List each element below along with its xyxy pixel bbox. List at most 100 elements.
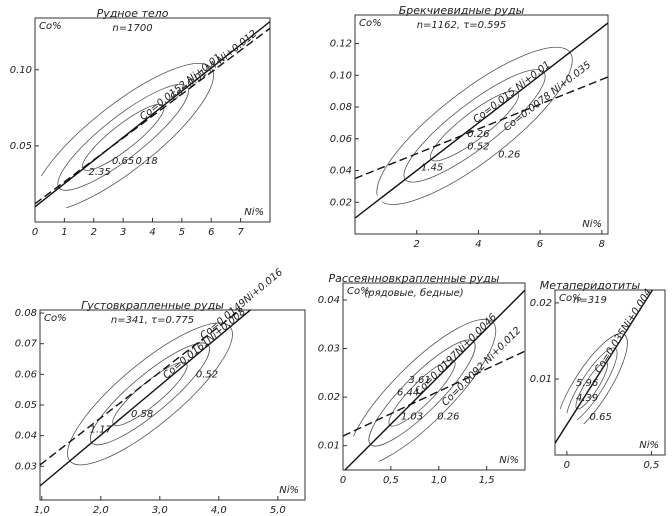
contour-label: 0.18 (135, 156, 157, 167)
contour-label: 0.65 (590, 412, 612, 423)
x-tick-label: 4 (149, 227, 155, 238)
y-tick-label: 0.10 (10, 65, 32, 76)
y-tick-label: 0.03 (318, 344, 340, 355)
contour-label: 3.61 (408, 375, 430, 386)
regression-line (555, 290, 654, 444)
x-tick-label: 3 (120, 227, 126, 238)
y-tick-label: 0.07 (15, 339, 38, 350)
contour-label: 1.17 (90, 425, 113, 436)
x-axis-label: Ni% (499, 455, 519, 466)
y-tick-label: 0.10 (330, 70, 352, 81)
plot-frame (39, 309, 306, 501)
y-tick-label: 0.12 (330, 39, 352, 50)
y-tick-label: 0.08 (15, 308, 37, 319)
x-tick-label: 8 (599, 239, 605, 250)
y-tick-label: 0.05 (15, 400, 37, 411)
y-axis-label: Co% (359, 18, 382, 29)
contour-label: 1.03 (401, 412, 423, 423)
x-tick-label: 1,0 (431, 475, 447, 486)
y-tick-label: 0.01 (318, 441, 340, 452)
y-axis-label: Co% (39, 21, 62, 32)
x-tick-label: 2 (414, 239, 420, 250)
y-tick-label: 0.01 (530, 374, 552, 385)
x-tick-label: 1,5 (479, 475, 495, 486)
x-tick-label: 6 (208, 227, 214, 238)
regression-line (343, 350, 525, 437)
chart-subtitle: (рядовые, бедные) (364, 287, 463, 299)
y-tick-label: 0.05 (10, 141, 32, 152)
regression-line (355, 76, 608, 180)
x-axis-label: Ni% (582, 219, 602, 230)
regression-line (343, 289, 525, 470)
x-tick-label: 0 (340, 475, 346, 486)
x-tick-label: 5,0 (270, 505, 286, 516)
contour-label: 0.26 (498, 150, 520, 161)
x-tick-label: 1,0 (34, 505, 50, 516)
chart-subtitle: n=319 (573, 295, 607, 306)
y-tick-label: 0.02 (318, 392, 340, 403)
contour-label: 0.65 (112, 156, 134, 167)
panel: Густовкрапленные руды n=341, τ=0.775 Co% Ni… (15, 267, 306, 516)
panel: Брекчиевидные руды n=1162, τ=0.595 Co% Ni% 2… (330, 4, 609, 250)
chart-title: Густовкрапленные руды (81, 299, 224, 312)
x-axis-label: Ni% (639, 440, 659, 451)
panel: Рассеянновкрапленные руды (рядовые, бедны… (318, 272, 526, 486)
y-axis-label: Co% (559, 293, 582, 304)
y-tick-label: 0.04 (15, 431, 37, 442)
contour-label: 2.35 (88, 167, 110, 178)
x-tick-label: 2,0 (93, 505, 109, 516)
y-tick-label: 0.04 (318, 295, 340, 306)
x-tick-label: 3,0 (152, 505, 168, 516)
plot-frame (554, 289, 666, 456)
x-tick-label: 7 (237, 227, 244, 238)
x-tick-label: 4,0 (211, 505, 227, 516)
x-tick-label: 0 (32, 227, 38, 238)
contour-label: 0.58 (131, 409, 153, 420)
contour-label: 6.44 (397, 387, 419, 398)
chart-subtitle: n=1162, τ=0.595 (417, 20, 507, 31)
y-tick-label: 0.08 (330, 102, 352, 113)
y-tick-label: 0.04 (330, 166, 352, 177)
chart-subtitle: n=1700 (112, 23, 152, 34)
equation-label: Co=0.0092 Ni+0.012 (440, 325, 523, 408)
x-tick-label: 4 (475, 239, 481, 250)
y-tick-label: 0.02 (530, 298, 552, 309)
plot-frame (354, 14, 609, 235)
chart-title: Рассеянновкрапленные руды (329, 272, 500, 285)
x-axis-label: Ni% (279, 485, 299, 496)
y-tick-label: 0.06 (15, 369, 37, 380)
contour-label: 0.26 (437, 412, 459, 423)
regression-line (35, 21, 270, 208)
x-tick-label: 1 (61, 227, 67, 238)
plot-frame (342, 282, 526, 471)
y-axis-label: Co% (44, 313, 67, 324)
contour-label: 4.39 (576, 393, 598, 404)
regression-line (35, 27, 270, 205)
contour-label: 0.52 (467, 142, 489, 153)
regression-line (40, 310, 242, 466)
chart-title: Брекчиевидные руды (399, 4, 525, 17)
x-tick-label: 0,5 (383, 475, 399, 486)
x-tick-label: 2 (91, 227, 97, 238)
x-tick-label: 0 (564, 460, 570, 471)
x-axis-label: Ni% (244, 207, 264, 218)
regression-line (40, 310, 252, 487)
y-axis-label: Co% (347, 286, 370, 297)
x-tick-label: 6 (537, 239, 543, 250)
chart-title: Метаперидотиты (540, 279, 641, 292)
regression-line (355, 22, 608, 219)
contour-label: 0.52 (196, 369, 218, 380)
contour-label: 5.96 (576, 378, 598, 389)
chart-subtitle: n=341, τ=0.775 (111, 315, 194, 326)
y-tick-label: 0.02 (330, 197, 352, 208)
x-tick-label: 0,5 (644, 460, 660, 471)
y-tick-label: 0.06 (330, 134, 352, 145)
y-tick-label: 0.03 (15, 461, 37, 472)
contour-label: 1.45 (421, 162, 443, 173)
chart-title: Рудное тело (97, 7, 169, 20)
contour-label: 0.26 (467, 129, 489, 140)
x-tick-label: 5 (179, 227, 185, 238)
